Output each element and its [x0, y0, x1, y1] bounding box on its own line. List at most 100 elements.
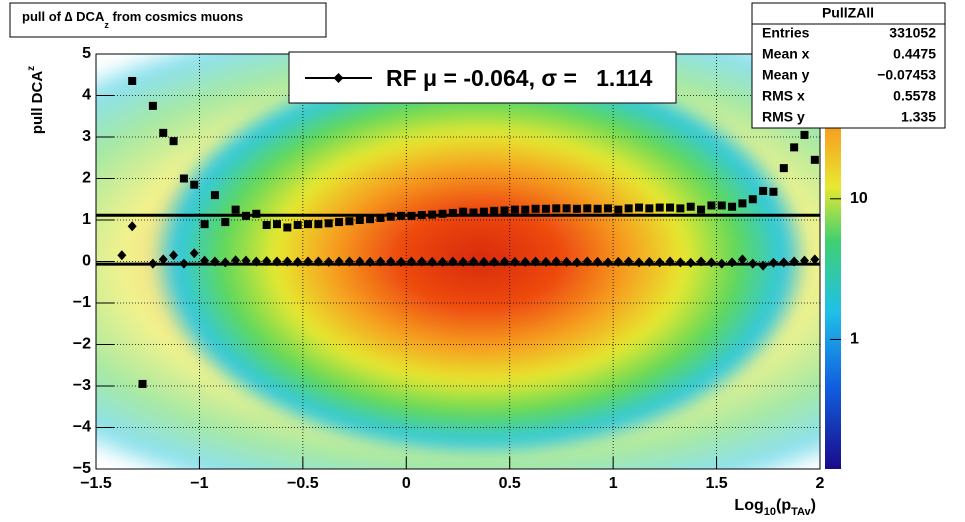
y-tick-label: 5	[82, 45, 91, 62]
point	[448, 256, 458, 267]
point	[314, 220, 323, 229]
y-tick-label: −2	[73, 336, 91, 353]
point	[366, 215, 375, 224]
y-tick-label: −5	[73, 460, 91, 477]
point	[417, 256, 427, 267]
point	[655, 203, 664, 212]
point	[365, 256, 375, 267]
point	[262, 256, 272, 267]
point	[293, 220, 302, 229]
y-tick-label: −3	[73, 377, 91, 394]
point	[686, 202, 695, 211]
point	[355, 256, 365, 267]
y-tick-label: 2	[82, 170, 91, 187]
point	[572, 257, 582, 268]
point	[386, 256, 396, 267]
point	[406, 256, 416, 267]
point	[634, 257, 644, 268]
point	[675, 257, 685, 268]
point	[241, 211, 250, 220]
title-rest: from cosmics muons	[109, 9, 243, 24]
point	[665, 256, 675, 267]
point	[706, 257, 716, 268]
point	[613, 256, 623, 267]
point	[189, 248, 199, 259]
point	[210, 256, 220, 267]
point	[500, 206, 509, 215]
point	[790, 143, 799, 152]
point	[759, 186, 768, 195]
point	[138, 379, 147, 388]
point	[521, 205, 530, 214]
x-label-sub: 10	[764, 506, 776, 518]
point	[552, 204, 561, 213]
point	[345, 217, 354, 226]
x-label-text: Log	[734, 497, 763, 514]
point	[179, 174, 188, 183]
point	[510, 205, 519, 214]
point	[614, 205, 623, 214]
y-tick-label: −4	[73, 419, 91, 436]
point	[282, 256, 292, 267]
point	[748, 195, 757, 204]
point	[417, 211, 426, 220]
stats-value: 0.4475	[893, 46, 936, 62]
point	[541, 204, 550, 213]
point	[324, 256, 334, 267]
z-axis: 1 10	[830, 190, 868, 348]
legend-text: RF μ = -0.064, σ = 1.114	[386, 65, 653, 91]
point	[169, 250, 179, 261]
legend-marker	[333, 73, 344, 83]
point	[500, 256, 510, 267]
point	[428, 210, 437, 219]
point	[200, 255, 210, 266]
y-tick-label: 4	[82, 87, 91, 104]
point	[800, 130, 809, 139]
title-sub: z	[104, 20, 109, 30]
point	[728, 202, 737, 211]
point	[159, 128, 168, 137]
point	[520, 256, 530, 267]
point	[273, 220, 281, 229]
point	[479, 256, 489, 267]
points	[117, 76, 820, 388]
point	[676, 204, 685, 213]
point	[635, 203, 643, 212]
stats-label: RMS x	[762, 88, 805, 104]
x-label-end: )	[811, 497, 816, 514]
x-label-mid: (p	[776, 497, 791, 514]
point	[644, 256, 654, 267]
point	[603, 204, 612, 213]
point	[128, 76, 137, 85]
point	[437, 256, 447, 267]
stats-value: 1.335	[901, 109, 936, 125]
point	[190, 180, 199, 189]
point	[582, 256, 592, 267]
point	[458, 256, 468, 267]
point	[707, 201, 716, 210]
x-tick-label: 1.5	[705, 475, 727, 492]
point	[169, 137, 178, 146]
point	[231, 205, 240, 214]
point	[344, 256, 354, 267]
y-tick-label: 3	[82, 128, 91, 145]
point	[510, 256, 520, 267]
axes: −1.5 −1 −0.5 0 0.5 1 1.5 2 −5 −4 −3 −2 −1 0 1 2 3 4 5	[73, 45, 825, 492]
point	[717, 201, 726, 210]
point	[789, 256, 799, 267]
point	[200, 220, 209, 229]
point	[179, 258, 189, 269]
legend-prefix: RF μ =	[386, 65, 463, 91]
title-text: pull of ∆ DCA	[22, 9, 105, 24]
point	[251, 256, 261, 267]
point	[334, 256, 344, 267]
point	[562, 256, 572, 267]
point	[541, 256, 551, 267]
point	[779, 257, 789, 268]
x-tick-label: 1	[609, 475, 618, 492]
point	[335, 218, 344, 227]
point	[241, 255, 251, 266]
point	[210, 191, 219, 200]
x-tick-label: −1	[190, 475, 208, 492]
